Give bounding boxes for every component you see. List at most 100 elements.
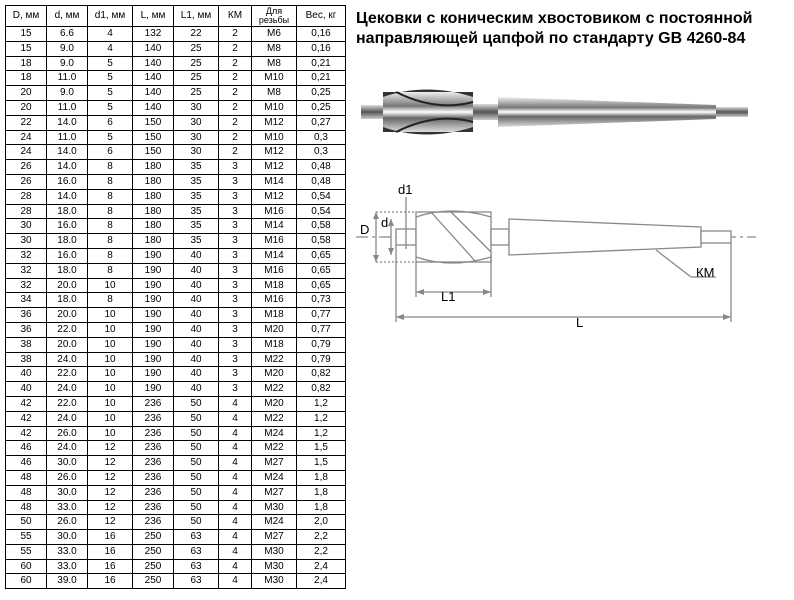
table-cell: 180 [133, 160, 174, 175]
table-cell: 2 [219, 145, 252, 160]
table-cell: 8 [88, 248, 133, 263]
table-cell: 16 [88, 559, 133, 574]
table-cell: 14.0 [47, 115, 88, 130]
table-cell: 0,3 [297, 145, 346, 160]
spec-table: D, ммd, ммd1, ммL, ммL1, ммКМДлярезьбыВе… [5, 5, 346, 589]
table-cell: 22.0 [47, 322, 88, 337]
table-cell: 4 [219, 559, 252, 574]
table-cell: 0,21 [297, 56, 346, 71]
table-row: 4624.012236504M221,5 [6, 441, 346, 456]
table-cell: 236 [133, 515, 174, 530]
table-cell: 190 [133, 248, 174, 263]
table-cell: 50 [174, 485, 219, 500]
table-cell: 3 [219, 219, 252, 234]
table-cell: 2 [219, 27, 252, 42]
table-cell: 40 [174, 352, 219, 367]
table-cell: 20.0 [47, 337, 88, 352]
table-cell: M20 [252, 367, 297, 382]
table-cell: 15 [6, 27, 47, 42]
table-cell: 34 [6, 293, 47, 308]
table-cell: M16 [252, 293, 297, 308]
table-cell: 22 [174, 27, 219, 42]
table-cell: 18.0 [47, 234, 88, 249]
table-cell: 5 [88, 86, 133, 101]
table-cell: 40 [174, 308, 219, 323]
table-cell: 2,0 [297, 515, 346, 530]
table-cell: 48 [6, 500, 47, 515]
table-cell: 236 [133, 441, 174, 456]
table-cell: 0,82 [297, 382, 346, 397]
table-cell: 3 [219, 278, 252, 293]
col-header: d1, мм [88, 6, 133, 27]
table-row: 2011.05140302M100,25 [6, 100, 346, 115]
table-cell: 10 [88, 396, 133, 411]
table-cell: M12 [252, 145, 297, 160]
table-cell: 22 [6, 115, 47, 130]
table-cell: 2,4 [297, 574, 346, 589]
table-cell: M16 [252, 263, 297, 278]
table-cell: 55 [6, 544, 47, 559]
table-cell: 140 [133, 41, 174, 56]
table-cell: M24 [252, 470, 297, 485]
table-cell: 16.0 [47, 174, 88, 189]
table-cell: 6 [88, 115, 133, 130]
table-cell: 26 [6, 160, 47, 175]
table-row: 189.05140252M80,21 [6, 56, 346, 71]
table-cell: 140 [133, 56, 174, 71]
table-cell: 12 [88, 485, 133, 500]
table-row: 156.64132222M60,16 [6, 27, 346, 42]
table-cell: 11.0 [47, 130, 88, 145]
table-cell: 32 [6, 263, 47, 278]
table-cell: 150 [133, 130, 174, 145]
table-cell: 48 [6, 470, 47, 485]
table-cell: 0,65 [297, 248, 346, 263]
table-cell: 250 [133, 559, 174, 574]
table-cell: 1,2 [297, 426, 346, 441]
table-cell: 39.0 [47, 574, 88, 589]
table-cell: 4 [88, 27, 133, 42]
table-cell: 0,25 [297, 86, 346, 101]
table-cell: 28 [6, 204, 47, 219]
col-header: D, мм [6, 6, 47, 27]
table-row: 2814.08180353M120,54 [6, 189, 346, 204]
table-row: 2614.08180353M120,48 [6, 160, 346, 175]
table-cell: M12 [252, 189, 297, 204]
table-cell: M8 [252, 56, 297, 71]
table-cell: M22 [252, 441, 297, 456]
table-cell: M30 [252, 500, 297, 515]
table-cell: 150 [133, 145, 174, 160]
table-cell: 30 [6, 219, 47, 234]
table-cell: M22 [252, 352, 297, 367]
col-header: Длярезьбы [252, 6, 297, 27]
table-cell: 3 [219, 322, 252, 337]
table-cell: 236 [133, 411, 174, 426]
table-cell: 190 [133, 263, 174, 278]
table-cell: 10 [88, 426, 133, 441]
table-cell: 140 [133, 71, 174, 86]
table-cell: 40 [174, 382, 219, 397]
table-cell: 4 [219, 396, 252, 411]
table-cell: 3 [219, 204, 252, 219]
table-cell: 18 [6, 71, 47, 86]
table-cell: 12 [88, 500, 133, 515]
table-cell: 3 [219, 174, 252, 189]
tool-diagram: D d d1 L1 L КМ [356, 67, 756, 367]
table-cell: 32 [6, 248, 47, 263]
table-cell: 236 [133, 396, 174, 411]
table-cell: 2 [219, 100, 252, 115]
table-cell: 30 [174, 145, 219, 160]
table-cell: 4 [88, 41, 133, 56]
table-cell: 3 [219, 382, 252, 397]
table-cell: 10 [88, 278, 133, 293]
table-row: 4224.010236504M221,2 [6, 411, 346, 426]
table-cell: 55 [6, 530, 47, 545]
table-cell: 60 [6, 559, 47, 574]
table-cell: 4 [219, 470, 252, 485]
table-cell: 1,8 [297, 500, 346, 515]
table-cell: M6 [252, 27, 297, 42]
table-cell: 250 [133, 544, 174, 559]
table-cell: 236 [133, 456, 174, 471]
table-cell: 24.0 [47, 411, 88, 426]
table-cell: 10 [88, 411, 133, 426]
table-cell: 50 [174, 426, 219, 441]
